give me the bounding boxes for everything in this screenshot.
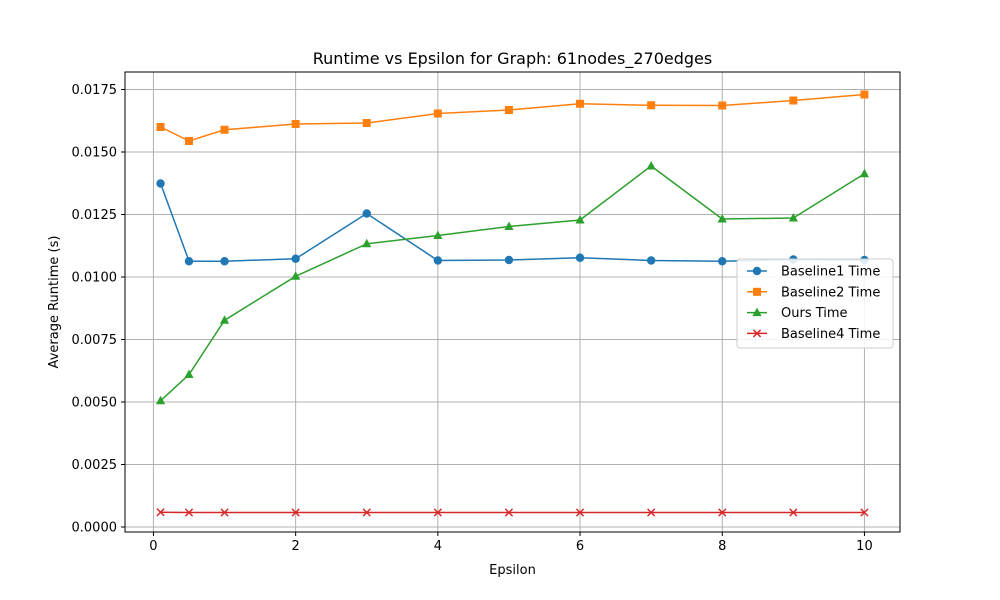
legend-label: Baseline4 Time — [781, 327, 880, 342]
data-point-baseline1-time — [156, 179, 165, 188]
y-tick-label: 0.0125 — [72, 208, 118, 223]
data-point-baseline4-time — [362, 508, 371, 517]
data-point-baseline4-time — [433, 508, 442, 517]
plot-frame — [124, 71, 901, 533]
x-tick-label: 8 — [718, 539, 726, 554]
data-point-baseline4-time — [860, 508, 869, 517]
y-tick-label: 0.0025 — [72, 458, 118, 473]
data-point-baseline1-time — [504, 255, 514, 265]
data-point-baseline4-time — [220, 508, 229, 517]
data-point-baseline2-time — [184, 137, 193, 145]
data-point-baseline1-time — [718, 257, 727, 266]
data-point-baseline2-time — [789, 96, 798, 105]
y-axis-label: Average Runtime (s) — [47, 236, 62, 369]
data-point-baseline2-time — [362, 119, 371, 127]
data-point-baseline4-time — [647, 508, 656, 517]
data-point-baseline4-time — [789, 508, 798, 517]
chart-title: Runtime vs Epsilon for Graph: 61nodes_27… — [313, 49, 712, 69]
data-point-baseline2-time — [647, 101, 656, 110]
data-point-baseline1-time — [646, 256, 656, 265]
data-point-ours-time — [155, 395, 166, 405]
data-point-baseline1-time — [362, 209, 371, 218]
legend-item-ours-time: Ours Time — [747, 306, 848, 321]
legend-swatch-marker — [752, 329, 762, 338]
data-point-baseline4-time — [718, 508, 727, 517]
x-tick-label: 2 — [292, 539, 300, 554]
x-tick-label: 0 — [149, 539, 157, 554]
data-point-baseline1-time — [291, 254, 300, 263]
legend-label: Baseline1 Time — [781, 265, 880, 280]
legend-box — [736, 258, 894, 349]
data-point-baseline4-time — [504, 508, 514, 517]
data-point-ours-time — [859, 168, 870, 178]
legend-item-baseline2-time: Baseline2 Time — [747, 285, 880, 300]
data-point-baseline2-time — [504, 106, 513, 114]
data-point-ours-time — [219, 315, 230, 324]
data-point-baseline4-time — [291, 508, 300, 517]
x-tick-label: 10 — [856, 539, 873, 554]
data-point-baseline1-time — [220, 257, 229, 266]
legend-label: Ours Time — [781, 306, 848, 321]
series-baseline4-time — [156, 508, 869, 517]
data-point-ours-time — [291, 271, 301, 280]
data-point-ours-time — [504, 221, 514, 230]
data-point-baseline2-time — [718, 101, 727, 110]
data-point-baseline4-time — [184, 508, 194, 517]
legend-swatch-marker — [752, 266, 762, 276]
data-point-baseline2-time — [220, 125, 229, 134]
data-point-ours-time — [433, 230, 443, 239]
x-tick-label: 4 — [434, 539, 442, 554]
legend-item-baseline4-time: Baseline4 Time — [747, 327, 880, 342]
legend-item-baseline1-time: Baseline1 Time — [747, 265, 880, 280]
data-point-baseline2-time — [860, 90, 869, 99]
y-tick-label: 0.0100 — [72, 271, 118, 286]
data-point-baseline2-time — [156, 123, 165, 131]
legend-label: Baseline2 Time — [781, 285, 880, 300]
y-tick-label: 0.0075 — [72, 333, 118, 348]
data-point-ours-time — [184, 369, 194, 378]
y-tick-label: 0.0050 — [72, 396, 118, 411]
data-point-baseline1-time — [575, 253, 585, 262]
data-point-ours-time — [717, 214, 727, 223]
y-tick-label: 0.0150 — [72, 146, 118, 161]
data-point-baseline1-time — [433, 256, 443, 265]
series-line-baseline2-time — [160, 93, 865, 142]
ticks: 0 2 4 6 8 10 0.0000 0.0025 0.0050 0.0075 0.0100 0.0… — [72, 83, 873, 554]
legend: Baseline1 Time Baseline2 Time Ours Time Bas… — [736, 258, 894, 349]
data-point-baseline1-time — [184, 257, 194, 266]
data-point-ours-time — [362, 238, 372, 248]
x-tick-label: 6 — [576, 539, 584, 554]
legend-swatch-marker — [753, 287, 761, 296]
x-axis-label: Epsilon — [489, 563, 536, 578]
legend-swatch-marker — [752, 307, 762, 317]
y-tick-label: 0.0175 — [72, 83, 118, 98]
data-point-baseline2-time — [576, 99, 585, 108]
data-point-ours-time — [788, 213, 798, 222]
series-ours-time — [155, 161, 870, 405]
series-baseline2-time — [156, 90, 869, 145]
series-line-ours-time — [160, 165, 865, 402]
series-line-baseline1-time — [159, 183, 865, 262]
data-point-ours-time — [646, 161, 656, 170]
data-point-baseline4-time — [575, 508, 585, 517]
data-point-baseline2-time — [433, 109, 442, 118]
data-point-ours-time — [575, 215, 585, 224]
data-point-baseline2-time — [291, 120, 300, 128]
data-point-baseline4-time — [156, 508, 165, 517]
y-tick-label: 0.0000 — [72, 521, 118, 536]
